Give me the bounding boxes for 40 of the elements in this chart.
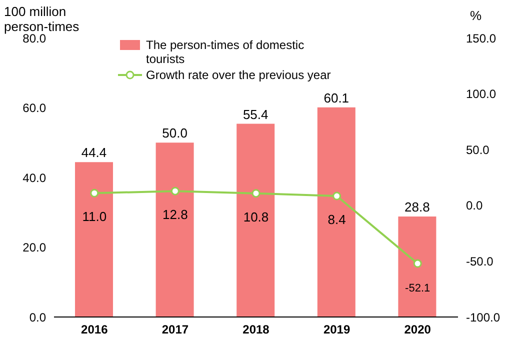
x-tick-label: 2017	[162, 322, 189, 337]
x-tick-label: 2016	[81, 322, 108, 337]
y-tick-label: 80.0	[22, 31, 46, 46]
y-tick-label: 20.0	[22, 240, 46, 255]
data-label: 55.4	[242, 106, 268, 122]
bar	[398, 216, 436, 317]
bar	[236, 124, 275, 317]
y-tick-label: 0.0	[29, 310, 46, 324]
point	[413, 259, 422, 268]
point	[332, 192, 342, 200]
point	[252, 189, 260, 198]
x-tick-label: 2018	[242, 322, 270, 337]
data-label: 8.4	[328, 212, 346, 228]
bar	[156, 142, 194, 317]
y-tick-label: 40.0	[22, 170, 46, 185]
legend-label: The person-times of domestic tourists	[146, 38, 306, 66]
point	[90, 188, 99, 198]
point	[170, 186, 180, 196]
data-label: 44.4	[81, 145, 107, 160]
y2-tick-label: -50.0	[466, 254, 494, 268]
data-label: 28.8	[404, 200, 430, 215]
x-tick-label: 2020	[404, 322, 432, 337]
y2-tick-label: 0.0	[466, 198, 484, 213]
y2-tick-label: 100.0	[466, 87, 496, 102]
bar	[317, 107, 356, 317]
x-tick-label: 2019	[323, 322, 350, 337]
y2-tick-label: -100.0	[466, 310, 500, 324]
data-label: 60.1	[324, 90, 350, 106]
data-label: 10.8	[243, 209, 269, 224]
data-label: 12.8	[162, 207, 188, 222]
y-tick-label: 60.0	[22, 101, 46, 116]
y-axis-title: 100 million person-times	[4, 4, 80, 34]
y2-tick-label: 150.0	[466, 31, 496, 46]
bar	[75, 162, 113, 317]
data-label: 50.0	[162, 126, 188, 141]
data-label: 11.0	[82, 209, 107, 224]
legend-label: Growth rate over the previous year	[146, 68, 331, 82]
data-label: -52.1	[405, 282, 430, 295]
y2-tick-label: 50.0	[466, 142, 490, 157]
y2-axis-title: %	[470, 8, 482, 23]
